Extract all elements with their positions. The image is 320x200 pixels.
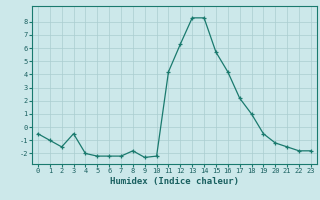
X-axis label: Humidex (Indice chaleur): Humidex (Indice chaleur) [110,177,239,186]
